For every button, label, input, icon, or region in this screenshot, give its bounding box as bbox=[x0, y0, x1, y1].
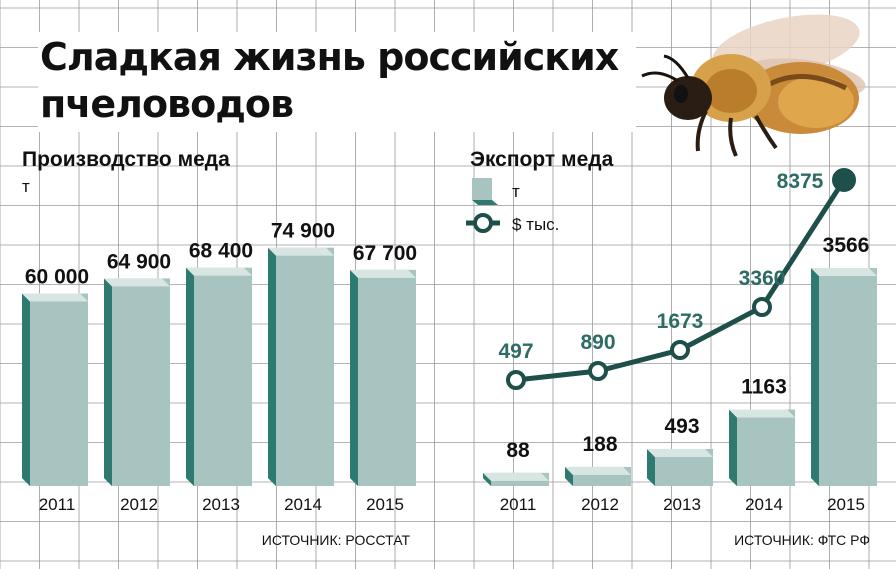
export-tonnes-label: 1163 bbox=[741, 376, 787, 399]
legend-marker-swatch bbox=[473, 213, 493, 233]
production-bars: 60 000 2011 64 900 2012 68 400 2013 74 900 2014… bbox=[22, 220, 417, 514]
export-chart-title: Экспорт меда bbox=[470, 148, 614, 171]
export-usd-label: 8375 bbox=[777, 170, 824, 193]
production-value-label: 60 000 bbox=[25, 266, 89, 289]
export-year-label: 2014 bbox=[745, 495, 783, 514]
production-bar-2013 bbox=[186, 267, 252, 486]
export-tonnes-label: 493 bbox=[664, 415, 699, 438]
export-bar-2014 bbox=[729, 409, 795, 486]
production-year-label: 2015 bbox=[366, 495, 404, 514]
export-bar-2013 bbox=[647, 448, 713, 486]
export-year-label: 2011 bbox=[500, 495, 537, 514]
export-value-line: 497 890 1673 3360 8375 bbox=[498, 168, 856, 390]
export-year-label: 2013 bbox=[663, 495, 701, 514]
production-bar-2012 bbox=[104, 278, 170, 486]
export-year-label: 2012 bbox=[581, 495, 619, 514]
production-bar-2015 bbox=[350, 269, 416, 486]
export-year-label: 2015 bbox=[827, 495, 865, 514]
legend-label-usd: $ тыс. bbox=[512, 215, 559, 234]
export-usd-point bbox=[588, 361, 608, 381]
export-usd-label: 3360 bbox=[739, 267, 786, 290]
production-source: ИСТОЧНИК: РОССТАТ bbox=[262, 532, 411, 548]
export-tonnes-label: 88 bbox=[506, 439, 530, 462]
production-value-label: 74 900 bbox=[271, 220, 335, 243]
production-value-label: 64 900 bbox=[107, 250, 171, 273]
export-usd-point bbox=[832, 168, 856, 192]
export-tonnes-label: 3566 bbox=[823, 234, 870, 257]
production-year-label: 2011 bbox=[39, 495, 76, 514]
export-usd-label: 497 bbox=[498, 340, 533, 363]
export-bar-2012 bbox=[565, 466, 631, 486]
export-usd-point bbox=[670, 340, 690, 360]
production-year-label: 2013 bbox=[202, 495, 240, 514]
production-year-label: 2012 bbox=[120, 495, 158, 514]
production-bar-2011 bbox=[22, 293, 88, 486]
production-year-label: 2014 bbox=[284, 495, 322, 514]
export-bars: 88 2011 188 2012 493 2013 1163 2014 3566 2015 bbox=[483, 234, 877, 514]
production-chart-title: Производство меда bbox=[22, 148, 230, 171]
export-usd-label: 890 bbox=[580, 331, 615, 354]
production-value-label: 68 400 bbox=[189, 240, 253, 263]
export-bar-2011 bbox=[483, 472, 549, 486]
production-bar-2014 bbox=[268, 247, 334, 486]
bee-illustration bbox=[641, 14, 866, 157]
export-tonnes-label: 188 bbox=[582, 433, 617, 456]
production-unit-label: т bbox=[22, 177, 30, 196]
legend: т $ тыс. bbox=[466, 178, 559, 234]
export-bar-2015 bbox=[811, 268, 877, 486]
legend-bar-swatch-side bbox=[472, 200, 498, 205]
export-usd-point bbox=[506, 370, 526, 390]
export-usd-point bbox=[752, 297, 772, 317]
legend-label-tonnes: т bbox=[512, 182, 520, 201]
page-title: Сладкая жизнь российских пчеловодов bbox=[38, 32, 636, 132]
legend-bar-swatch bbox=[472, 178, 492, 200]
export-source: ИСТОЧНИК: ФТС РФ bbox=[734, 532, 870, 548]
production-value-label: 67 700 bbox=[353, 242, 417, 265]
export-usd-label: 1673 bbox=[657, 310, 704, 333]
